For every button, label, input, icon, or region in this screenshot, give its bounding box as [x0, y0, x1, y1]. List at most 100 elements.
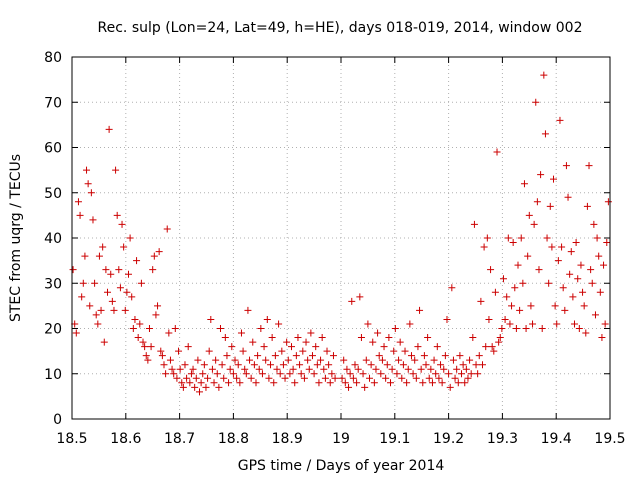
data-point: [508, 302, 516, 310]
data-point: [372, 365, 380, 373]
data-point: [412, 374, 420, 382]
data-point: [541, 130, 549, 138]
data-point: [102, 266, 110, 274]
data-point: [168, 365, 176, 373]
data-point: [345, 383, 353, 391]
data-point: [550, 175, 558, 183]
data-point: [288, 343, 296, 351]
data-point: [545, 279, 553, 287]
data-point: [134, 334, 142, 342]
data-point: [454, 379, 462, 387]
axis-ticks: [71, 56, 611, 420]
x-tick-label: 18.9: [272, 431, 303, 447]
data-point: [474, 370, 482, 378]
data-point: [459, 361, 467, 369]
data-point: [329, 352, 337, 360]
data-point: [252, 379, 260, 387]
data-point: [356, 293, 364, 301]
data-point: [313, 361, 321, 369]
data-point: [149, 266, 157, 274]
data-point: [97, 306, 105, 314]
data-point: [328, 370, 336, 378]
data-point: [158, 352, 166, 360]
data-point: [361, 383, 369, 391]
x-tick-label: 19.2: [433, 431, 464, 447]
data-point: [562, 162, 570, 170]
data-point: [160, 361, 168, 369]
data-point: [260, 343, 268, 351]
data-point: [353, 379, 361, 387]
data-point: [276, 370, 284, 378]
data-point: [388, 365, 396, 373]
data-point: [491, 288, 499, 296]
data-point: [359, 370, 367, 378]
data-point: [231, 356, 239, 364]
data-point: [112, 166, 120, 174]
data-point: [495, 338, 503, 346]
x-tick-label: 19.1: [379, 431, 410, 447]
data-point: [300, 374, 308, 382]
y-tick-label: 60: [44, 141, 62, 157]
data-point: [514, 261, 522, 269]
data-point: [393, 370, 401, 378]
data-point: [580, 302, 588, 310]
data-point: [398, 374, 406, 382]
data-point: [123, 288, 131, 296]
data-point: [401, 347, 409, 355]
data-point: [92, 311, 100, 319]
data-point: [533, 198, 541, 206]
data-point: [155, 248, 163, 256]
data-point: [118, 220, 126, 228]
data-point: [133, 257, 141, 265]
data-point: [229, 370, 237, 378]
data-point: [270, 379, 278, 387]
data-point: [591, 311, 599, 319]
data-point: [225, 379, 233, 387]
data-point: [575, 325, 583, 332]
data-point: [108, 297, 116, 305]
data-point: [417, 365, 425, 373]
data-point: [422, 361, 430, 369]
data-point: [598, 334, 606, 342]
data-point: [456, 352, 464, 360]
data-point: [582, 329, 590, 337]
data-point: [477, 297, 485, 305]
data-point: [433, 343, 441, 351]
data-point: [369, 338, 377, 346]
data-point: [128, 293, 136, 301]
data-point: [116, 284, 124, 292]
data-point: [425, 374, 433, 382]
data-point: [165, 329, 173, 337]
data-point: [587, 266, 595, 274]
data-point: [603, 239, 611, 247]
data-point: [163, 225, 171, 233]
data-point: [399, 361, 407, 369]
data-point: [74, 198, 82, 206]
data-point: [380, 343, 388, 351]
data-point: [445, 370, 453, 378]
data-point: [299, 347, 307, 355]
data-point: [294, 334, 302, 342]
grid-lines: [72, 57, 610, 419]
data-point: [595, 252, 603, 260]
data-point: [416, 306, 424, 314]
data-point: [525, 211, 533, 219]
data-point: [487, 266, 495, 274]
x-tick-label: 18.7: [164, 431, 195, 447]
data-point: [430, 356, 438, 364]
data-point: [475, 352, 483, 360]
data-point: [205, 347, 213, 355]
data-point: [281, 374, 289, 382]
data-point: [377, 370, 385, 378]
data-point: [396, 338, 404, 346]
data-point: [72, 329, 80, 337]
data-point: [511, 284, 519, 292]
data-point: [218, 361, 226, 369]
data-point: [579, 288, 587, 296]
data-point: [409, 370, 417, 378]
data-point: [286, 370, 294, 378]
data-point: [289, 365, 297, 373]
data-point: [137, 279, 145, 287]
data-point: [258, 370, 266, 378]
data-point: [530, 220, 538, 228]
